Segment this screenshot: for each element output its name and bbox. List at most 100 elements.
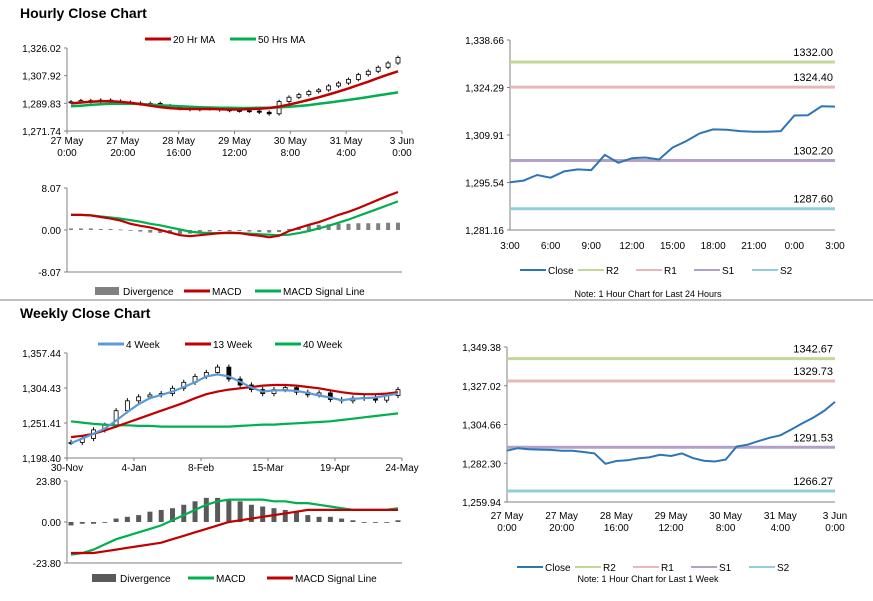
weekly_macd-y-tick-label: 0.00 [42,518,62,529]
hourly_close-x-tick-label: 15:00 [660,241,685,252]
hourly-50hr-ma-line [70,91,399,110]
hourly_price-x-tick-label: 3 Jun 0:00 [390,136,414,159]
weekly_macd-divergence-bar [294,511,300,522]
weekly_close-x-tick-label: 27 May 20:00 [545,511,578,534]
weekly-macd-line [70,498,399,556]
hourly_close-level-r2-label: 1332.00 [793,47,833,59]
hourly_macd-divergence-bar [227,230,232,232]
hourly_price-candle-body [346,78,351,84]
hourly_macd-divergence-bar [366,223,371,230]
weekly_close-legend-r1-label: R1 [661,563,674,574]
hourly_close-x-tick-label: 9:00 [582,241,602,252]
weekly-note: Note: 1 Hour Chart for Last 1 Week [578,574,719,584]
weekly_macd-divergence-bar [395,520,401,522]
hourly_close-y-tick-label: 1,295.54 [465,179,504,190]
weekly_macd-divergence-bar [327,516,333,522]
weekly_macd-divergence-bar [169,508,175,522]
weekly_macd-divergence-bar [124,516,130,522]
weekly_macd-divergence-bar [226,499,232,522]
hourly_close-level-s1-label: 1302.20 [793,145,833,157]
weekly-4wk-ma-line [70,373,399,445]
hourly_price-x-tick-label: 29 May 12:00 [218,136,251,159]
hourly_price-candle-body [385,62,391,68]
hourly_price-x-tick-label: 28 May 16:00 [162,136,195,159]
hourly_price-x-tick-label: 27 May 0:00 [51,136,84,159]
weekly_macd-divergence-bar [361,522,367,523]
hourly_close-level-r1-label: 1324.40 [793,72,833,84]
weekly_macd-divergence-bar [282,509,288,522]
hourly_price-candle-body [256,110,262,113]
hourly_macd-divergence-bar [88,228,93,230]
hourly_close-x-tick-label: 3:00 [500,241,520,252]
weekly_macd-divergence-bar [316,516,322,522]
weekly_macd-divergence-bar [215,497,221,522]
weekly_price-candle-body [226,366,232,380]
weekly_macd-y-tick-label: 23.80 [36,477,61,488]
hourly_price-candle-body [395,57,401,64]
hourly_close-level-s2-label: 1287.60 [793,194,833,206]
legend-weekly-divergence-swatch [92,574,116,582]
weekly_close-x-tick-label: 30 May 8:00 [709,511,742,534]
weekly_price-y-tick-label: 1,251.41 [22,419,61,430]
hourly_macd-divergence-bar [237,230,242,232]
hourly_price-candle-body [266,111,272,115]
legend-hourly-divergence-swatch [95,287,119,295]
hourly_close-y-tick-label: 1,281.16 [465,226,504,237]
hourly_macd-divergence-bar [148,230,153,233]
weekly-40wk-ma-line [70,412,399,428]
legend-4week-label: 4 Week [126,340,161,351]
hourly_macd-divergence-bar [277,230,282,233]
weekly-13wk-ma-line [70,383,399,439]
hourly_macd-divergence-bar [257,230,262,233]
hourly_price-y-tick-label: 1,289.83 [22,99,61,110]
hourly_macd-divergence-bar [217,230,222,232]
weekly_macd-divergence-bar [147,511,153,522]
hourly_close-y-tick-label: 1,338.66 [465,36,504,47]
weekly-macd-signal-line [71,508,398,555]
weekly_macd-divergence-bar [305,515,311,522]
hourly_macd-divergence-bar [287,228,291,230]
hourly_close-legend-r1-label: R1 [664,266,677,277]
hourly_close-x-tick-label: 0:00 [785,241,805,252]
hourly_macd-divergence-bar [128,230,133,231]
hourly_price-candle-body [355,74,361,80]
weekly_macd-divergence-bar [113,518,119,522]
weekly_close-legend-r2-label: R2 [603,563,616,574]
weekly_macd-divergence-bar [339,518,345,522]
hourly_price-candle-body [326,85,332,91]
weekly_macd-divergence-bar [372,522,378,523]
legend-weekly-macd-label: MACD [216,574,245,585]
hourly_macd-divergence-bar [346,223,351,230]
hourly_close-legend-s2-label: S2 [780,266,793,277]
weekly_close-level-s2-label: 1266.27 [793,476,833,488]
weekly_price-candle-body [136,396,142,402]
weekly_close-legend-close-label: Close [545,563,571,574]
weekly_macd-divergence-bar [181,504,187,522]
legend-weekly-macd-signal-label: MACD Signal Line [295,574,377,585]
hourly-macd-line [71,190,399,239]
hourly_close-x-tick-label: 21:00 [741,241,766,252]
hourly-20hr-ma-line [70,70,399,111]
hourly_close-x-tick-label: 12:00 [619,241,644,252]
hourly_close-y-tick-label: 1,324.29 [465,84,504,95]
weekly_close-y-tick-label: 1,282.30 [462,459,501,470]
hourly_macd-y-tick-label: -8.07 [38,268,61,279]
weekly_close-level-r1-label: 1329.73 [793,366,833,378]
hourly_macd-y-tick-label: 0.00 [42,226,62,237]
weekly_price-candle-body [113,410,119,426]
hourly_close-x-tick-label: 18:00 [701,241,726,252]
weekly_close-y-tick-label: 1,327.02 [462,382,501,393]
weekly_macd-divergence-bar [248,504,254,522]
weekly_close-y-tick-label: 1,259.94 [462,498,501,509]
hourly_price-candle-body [306,91,312,96]
weekly_close-level-s1-label: 1291.53 [793,432,833,444]
legend-50hr-ma-label: 50 Hrs MA [258,35,306,46]
weekly_price-x-tick-label: 4-Jan [121,463,146,474]
hourly_macd-divergence-bar [207,230,212,232]
hourly_price-y-tick-label: 1,307.92 [22,72,61,83]
hourly-note: Note: 1 Hour Chart for Last 24 Hours [574,289,722,299]
hourly_price-candle-body [296,94,302,98]
